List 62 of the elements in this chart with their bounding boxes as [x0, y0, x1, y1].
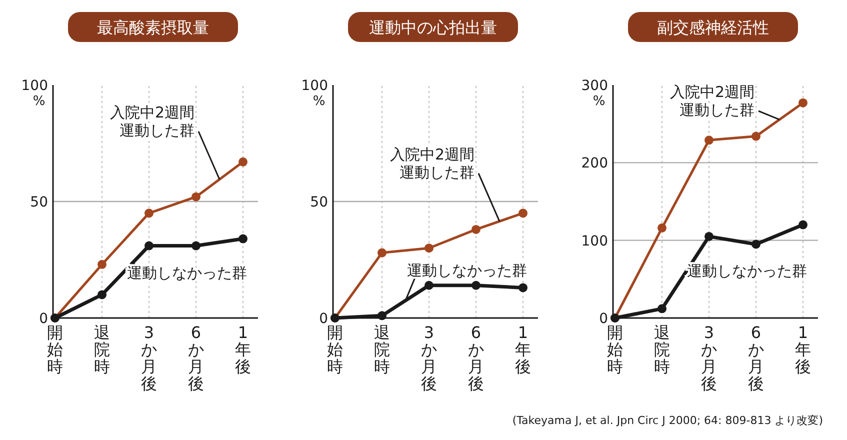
point [238, 157, 248, 166]
x-tick-label: 1年後 [795, 323, 811, 376]
chart-title: 運動中の心拍出量 [369, 18, 497, 37]
x-tick-label: 6か月後 [468, 323, 484, 393]
y-tick-label: 300 [581, 78, 608, 94]
y-tick-label: 100 [301, 78, 328, 94]
point [752, 132, 760, 141]
point [192, 241, 200, 250]
y-axis-title: % [592, 94, 606, 109]
point [704, 136, 714, 145]
x-tick-label: 1年後 [235, 323, 251, 376]
y-tick-label: 0 [39, 311, 48, 327]
y-axis-title: % [312, 94, 326, 109]
series-label: 運動しなかった群 [687, 262, 807, 280]
y-tick-label: 200 [581, 156, 608, 172]
y-axis-title: % [32, 94, 46, 109]
y-tick-label: 50 [30, 194, 48, 210]
y-tick-label: 0 [599, 311, 608, 327]
point [472, 280, 480, 290]
text: (Takeyama J, et al. Jpn Circ J 2000; 64: 809-813 より改変) [512, 414, 823, 427]
x-tick-label: 3か月後 [141, 323, 157, 393]
series-label: 運動しなかった群 [407, 262, 527, 280]
chart-title: 最高酸素摂取量 [97, 18, 209, 37]
point [752, 240, 760, 249]
point [704, 232, 714, 241]
x-tick-label: 6か月後 [188, 323, 204, 393]
chart-title: 副交感神経活性 [657, 18, 769, 37]
point [238, 234, 248, 244]
x-tick-label: 3か月後 [421, 323, 437, 393]
series-label: 運動しなかった群 [127, 264, 247, 282]
point [144, 208, 154, 218]
y-tick-label: 50 [310, 194, 328, 210]
x-tick-label: 6か月後 [748, 323, 764, 393]
point [424, 244, 434, 253]
point [144, 241, 154, 250]
x-tick-label: 3か月後 [701, 323, 717, 393]
point [798, 98, 808, 108]
x-tick-label: 退院時 [374, 323, 390, 376]
point [658, 304, 666, 314]
series-label: 入院中2週間運動した群 [670, 83, 754, 119]
point [378, 311, 386, 320]
x-tick-label: 開始時 [47, 323, 63, 376]
point [98, 290, 106, 300]
point [378, 248, 386, 258]
point [518, 283, 528, 292]
y-tick-label: 100 [581, 233, 608, 250]
x-tick-label: 退院時 [654, 323, 670, 376]
y-tick-label: 100 [21, 78, 48, 94]
point [192, 192, 200, 202]
x-tick-label: 開始時 [607, 323, 623, 376]
y-tick-label: 0 [319, 311, 328, 327]
point [472, 224, 480, 234]
point [424, 280, 434, 290]
point [798, 220, 808, 230]
x-tick-label: 開始時 [327, 323, 343, 376]
point [518, 208, 528, 218]
text: 入院中2週間運動した群 [390, 145, 474, 182]
point [98, 260, 106, 269]
x-tick-label: 1年後 [515, 323, 531, 376]
point [658, 223, 666, 232]
text: 入院中2週間運動した群 [110, 103, 194, 140]
x-tick-label: 退院時 [94, 323, 110, 376]
